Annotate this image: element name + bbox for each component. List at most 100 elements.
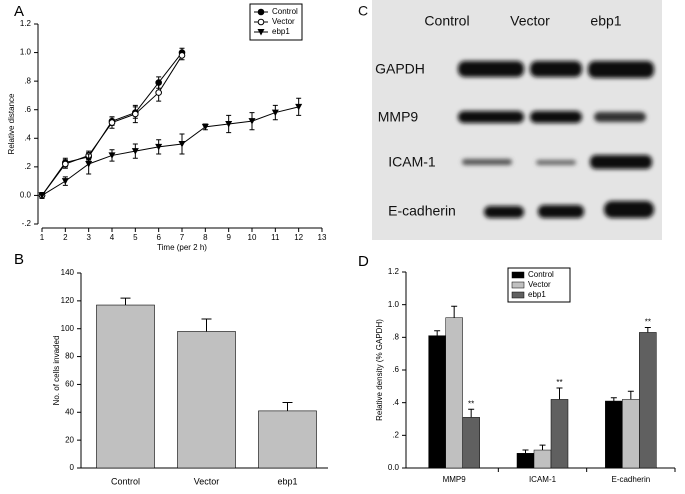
error-bar [434,330,441,336]
band [594,112,646,122]
y-tick-label: .4 [24,133,31,142]
bar [533,449,552,469]
marker [257,8,265,16]
y-tick-label: .6 [392,365,399,374]
x-tick-label: 11 [271,233,280,242]
band [590,155,652,169]
protein-label: E-cadherin [388,203,456,219]
marker [295,103,303,111]
bar [605,400,623,469]
band [588,61,654,78]
error-bar [451,305,458,318]
error-bar [610,397,617,402]
band [604,201,654,218]
x-tick-label: ebp1 [277,476,297,486]
panel-label: D [358,253,369,270]
x-tick-label: 3 [86,233,91,242]
y-tick-label: 0.0 [388,463,400,472]
y-tick-label: .4 [392,398,399,407]
legend-label: Vector [528,280,551,289]
y-tick-label: 1.0 [388,300,400,309]
western-blot: C Control Vector ebp1 GAPDH MMP9 ICAM-1 … [358,0,662,240]
band [484,206,524,218]
y-tick-label: 120 [61,296,75,305]
protein-label: MMP9 [378,109,419,125]
y-tick-label: 40 [65,407,74,416]
y-tick-label: 0 [70,463,75,472]
lane-label: Control [424,13,469,29]
y-tick-label: .8 [392,332,399,341]
legend-label: Control [272,7,298,16]
y-tick-label: .2 [392,430,399,439]
x-tick-label: 2 [63,233,68,242]
marker [85,161,93,168]
y-tick-label: 100 [61,324,75,333]
marker [201,123,209,131]
band [530,111,582,123]
bar [622,399,640,469]
marker [155,89,162,96]
legend-box [249,3,303,41]
marker [248,118,256,125]
error-bar [120,297,131,306]
x-tick-label: 8 [203,233,208,242]
bar [639,332,657,469]
legend-swatch [511,271,525,279]
x-tick-label: Vector [194,476,220,486]
x-tick-label: 12 [294,233,303,242]
lane-label: Vector [510,13,550,29]
marker [108,119,116,126]
bar [516,453,535,469]
x-tick-label: 5 [133,233,138,242]
error-bar [556,387,563,400]
legend-box [507,267,571,303]
panel-label: B [14,251,24,268]
legend-label: ebp1 [272,27,290,36]
bar [428,335,446,469]
y-tick-label: 80 [65,352,74,361]
marker [38,192,46,199]
panel-label: C [358,3,368,19]
x-tick-label: MMP9 [443,475,467,484]
marker [108,152,116,159]
error-bar [539,444,546,451]
y-axis-label: No. of cells invaded [52,336,61,406]
band [458,111,524,123]
x-tick-label: 6 [156,233,161,242]
error-bar [282,402,293,411]
bands [458,61,654,218]
x-axis-label: Time (per 2 h) [157,243,207,252]
error-bar [201,318,212,332]
annotation: ** [556,378,562,387]
y-tick-label: 60 [65,380,74,389]
x-tick-label: 7 [180,233,185,242]
bar [445,317,463,469]
bar [550,399,569,469]
x-tick-label: 4 [110,233,115,242]
x-tick-label: ICAM-1 [529,475,557,484]
band [530,61,582,77]
marker [271,109,279,117]
bar [177,331,236,469]
y-tick-label: .6 [24,105,31,114]
line [41,106,299,196]
x-tick-label: 1 [40,233,45,242]
protein-label: GAPDH [375,61,425,77]
y-tick-label: 1.2 [388,267,400,276]
band [536,160,576,165]
y-tick-label: 140 [61,268,75,277]
band [462,159,512,165]
error-bar [522,449,529,454]
y-axis-label: Relative density (% GAPDH) [375,319,384,421]
legend-swatch [511,281,525,289]
band [538,205,584,218]
marker [178,141,186,148]
y-tick-label: 1.2 [20,19,32,28]
bar [258,410,317,469]
x-tick-label: 10 [248,233,257,242]
bar [96,304,155,469]
y-tick-label: -.2 [22,219,32,228]
y-tick-label: .8 [24,76,31,85]
error-bar [644,327,651,333]
